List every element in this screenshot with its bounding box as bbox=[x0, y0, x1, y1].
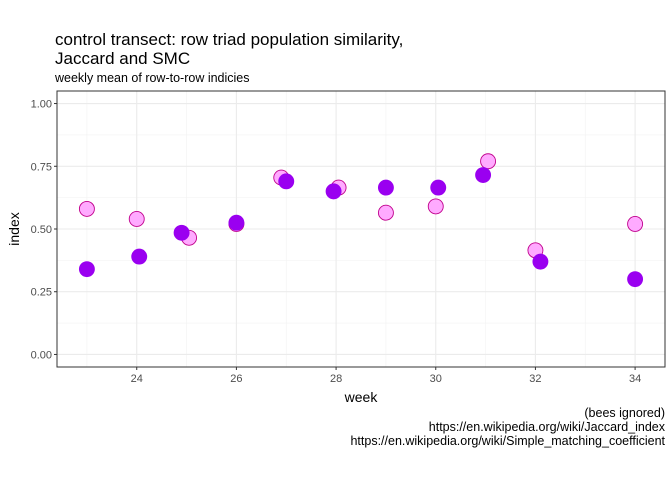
data-point-series-2 bbox=[173, 224, 190, 241]
data-point-series-2 bbox=[532, 253, 549, 270]
data-point-series-2 bbox=[131, 248, 148, 265]
data-point-series-1 bbox=[128, 211, 145, 227]
y-tick-label: 0.25 bbox=[31, 287, 52, 299]
caption-line-3: https://en.wikipedia.org/wiki/Simple_mat… bbox=[350, 434, 665, 448]
data-point-series-1 bbox=[377, 204, 394, 221]
x-tick-label: 34 bbox=[629, 373, 641, 385]
chart-title-line-1: control transect: row triad population s… bbox=[55, 30, 403, 49]
x-tick-label: 28 bbox=[330, 373, 342, 385]
y-axis: 0.00 0.25 0.50 0.75 1.00 bbox=[31, 99, 57, 361]
data-point-series-1 bbox=[78, 200, 95, 217]
data-point-series-2 bbox=[228, 214, 245, 231]
data-point-series-2 bbox=[430, 179, 447, 196]
data-point-series-2 bbox=[475, 167, 492, 184]
chart-subtitle: weekly mean of row-to-row indicies bbox=[54, 71, 250, 85]
data-point-series-1 bbox=[480, 153, 497, 170]
data-point-series-1 bbox=[427, 198, 444, 215]
data-point-series-2 bbox=[627, 271, 644, 288]
y-tick-label: 1.00 bbox=[31, 99, 52, 111]
data-point-series-2 bbox=[325, 183, 342, 200]
x-tick-label: 30 bbox=[430, 373, 442, 385]
caption-line-2: https://en.wikipedia.org/wiki/Jaccard_in… bbox=[429, 420, 666, 434]
grid-minor bbox=[57, 91, 665, 367]
y-tick-label: 0.50 bbox=[31, 224, 52, 236]
data-point-series-2 bbox=[377, 179, 394, 196]
data-point-series-2 bbox=[78, 261, 95, 278]
y-tick-label: 0.00 bbox=[31, 349, 52, 361]
x-tick-label: 24 bbox=[131, 373, 143, 385]
x-axis: 24 26 28 30 32 34 bbox=[131, 367, 641, 385]
chart-title-line-2: Jaccard and SMC bbox=[55, 49, 190, 68]
data-point-series-2 bbox=[278, 173, 295, 190]
x-axis-title: week bbox=[344, 389, 379, 405]
data-points bbox=[78, 153, 644, 288]
y-tick-label: 0.75 bbox=[31, 161, 52, 173]
y-axis-title: index bbox=[6, 212, 22, 245]
x-tick-label: 32 bbox=[529, 373, 541, 385]
x-tick-label: 26 bbox=[230, 373, 242, 385]
data-point-series-1 bbox=[627, 216, 644, 232]
caption-line-1: (bees ignored) bbox=[584, 406, 665, 420]
